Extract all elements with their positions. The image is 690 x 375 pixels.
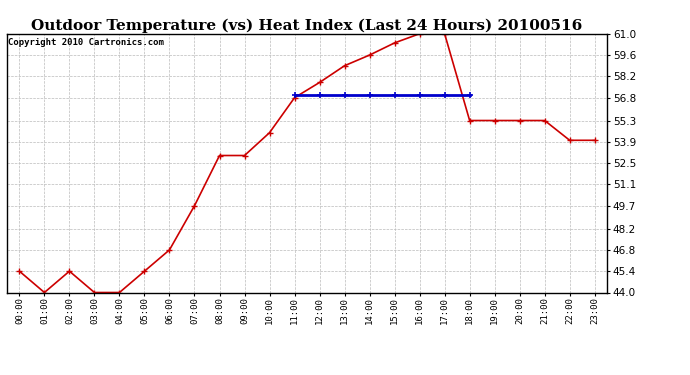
Text: Copyright 2010 Cartronics.com: Copyright 2010 Cartronics.com — [8, 38, 164, 46]
Title: Outdoor Temperature (vs) Heat Index (Last 24 Hours) 20100516: Outdoor Temperature (vs) Heat Index (Las… — [32, 18, 582, 33]
